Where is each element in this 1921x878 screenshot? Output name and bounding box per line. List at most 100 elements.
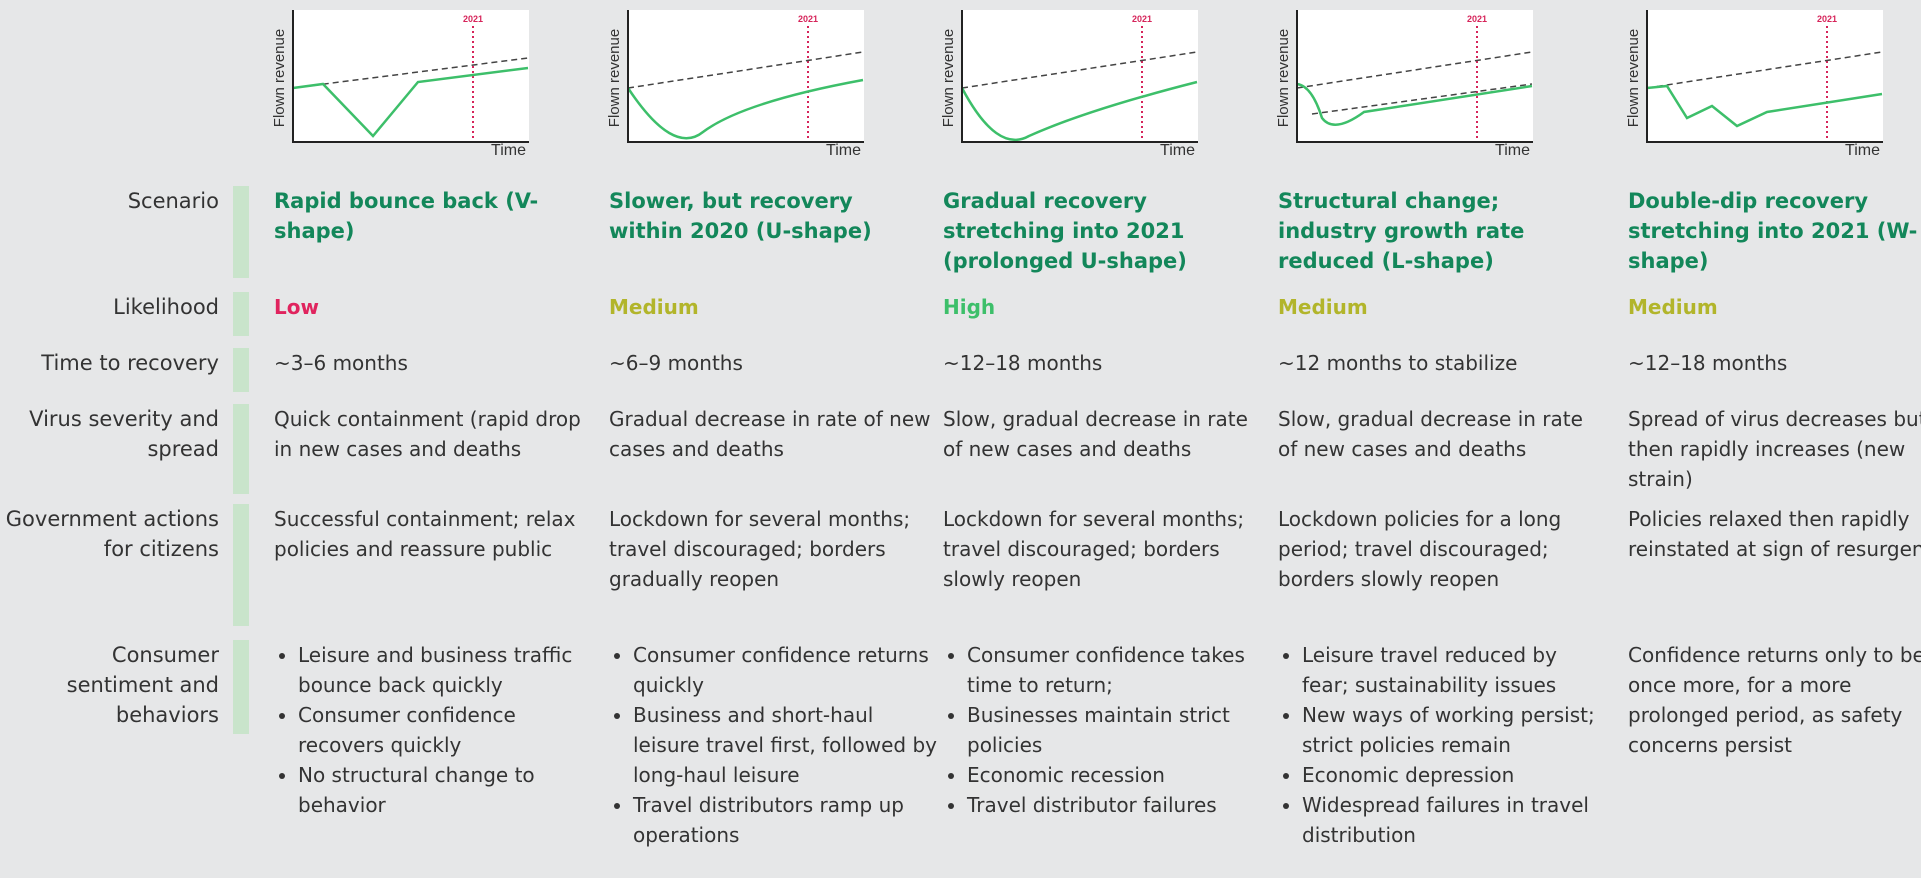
bullet: Consumer confidence takes time to return… xyxy=(967,640,1273,700)
marker-label: 2021 xyxy=(1132,14,1152,24)
table-row: Government actions for citizens Successfu… xyxy=(0,504,1921,632)
marker-label: 2021 xyxy=(1467,14,1487,24)
bullet: Businesses maintain strict policies xyxy=(967,700,1273,760)
cell: Leisure travel reduced by fear; sustaina… xyxy=(1278,640,1608,850)
cell: ~12–18 months xyxy=(1628,351,1788,375)
revenue-curve xyxy=(1646,84,1883,128)
mini-chart: 2021 Flown revenue Time xyxy=(940,10,1198,156)
cell: Policies relaxed then rapidly reinstated… xyxy=(1628,507,1921,561)
row-label: Scenario xyxy=(127,189,219,213)
table-row: Virus severity and spread Quick containme… xyxy=(0,404,1921,500)
bullet: Widespread failures in travel distributi… xyxy=(1302,790,1608,850)
cell: Spread of virus decreases but then rapid… xyxy=(1628,407,1921,491)
row-label: Government actions for citizens xyxy=(5,507,219,561)
plot-bg xyxy=(1647,10,1883,142)
y-axis-label: Flown revenue xyxy=(1275,29,1292,127)
row-marker xyxy=(233,292,249,336)
cell: Consumer confidence returns quicklyBusin… xyxy=(609,640,939,850)
cell: Medium xyxy=(1278,295,1368,319)
x-axis-label: Time xyxy=(1845,142,1880,156)
table-row: Time to recovery ~3–6 months ~6–9 months ~1… xyxy=(0,348,1921,398)
cell: Slow, gradual decrease in rate of new ca… xyxy=(1278,407,1583,461)
y-axis-label: Flown revenue xyxy=(606,29,623,127)
bullet: No structural change to behavior xyxy=(298,760,604,820)
cell: ~6–9 months xyxy=(609,351,743,375)
bullet: Travel distributor failures xyxy=(967,790,1273,820)
bullet: Economic recession xyxy=(967,760,1273,790)
cell: Double-dip recovery stretching into 2021… xyxy=(1628,189,1918,273)
marker-label: 2021 xyxy=(463,14,483,24)
bullet-list: Leisure and business traffic bounce back… xyxy=(274,640,604,820)
table-row: Consumer sentiment and behaviors Leisure … xyxy=(0,640,1921,847)
x-axis-label: Time xyxy=(1160,142,1195,156)
cell: Leisure and business traffic bounce back… xyxy=(274,640,604,820)
row-marker xyxy=(233,186,249,278)
cell: Slower, but recovery within 2020 (U-shap… xyxy=(609,189,872,243)
row-label: Time to recovery xyxy=(41,351,219,375)
trend-line xyxy=(1311,83,1533,115)
cell: ~3–6 months xyxy=(274,351,408,375)
axes xyxy=(1646,10,1883,143)
cell: Gradual recovery stretching into 2021 (p… xyxy=(943,189,1187,273)
cell: Lockdown policies for a long period; tra… xyxy=(1278,507,1562,591)
plot-bg xyxy=(962,10,1198,142)
row-marker xyxy=(233,348,249,392)
x-axis-label: Time xyxy=(491,142,526,156)
cell: ~12–18 months xyxy=(943,351,1103,375)
cell: High xyxy=(943,295,996,319)
row-marker xyxy=(233,504,249,626)
mini-chart: 2021 Flown revenue Time xyxy=(606,10,864,156)
bullet: Consumer confidence returns quickly xyxy=(633,640,939,700)
bullet: Leisure and business traffic bounce back… xyxy=(298,640,604,700)
bullet-list: Consumer confidence takes time to return… xyxy=(943,640,1273,820)
revenue-curve xyxy=(292,66,529,138)
mini-chart: 2021 Flown revenue Time xyxy=(271,10,529,156)
row-marker xyxy=(233,404,249,494)
axes xyxy=(292,10,529,143)
revenue-curve xyxy=(1296,82,1533,126)
plot-bg xyxy=(1297,10,1533,142)
row-label: Consumer sentiment and behaviors xyxy=(66,643,219,727)
cell: ~12 months to stabilize xyxy=(1278,351,1518,375)
cell: Successful containment; relax policies a… xyxy=(274,507,576,561)
bullet-list: Leisure travel reduced by fear; sustaina… xyxy=(1278,640,1608,850)
cell: Medium xyxy=(609,295,699,319)
cell: Structural change; industry growth rate … xyxy=(1278,189,1525,273)
y-axis-label: Flown revenue xyxy=(271,29,288,127)
y-axis-label: Flown revenue xyxy=(1625,29,1642,127)
cell: Lockdown for several months; travel disc… xyxy=(943,507,1245,591)
axes xyxy=(627,10,864,143)
bullet-list: Consumer confidence returns quicklyBusin… xyxy=(609,640,939,850)
mini-chart: 2021 Flown revenue Time xyxy=(1275,10,1533,156)
cell: Slow, gradual decrease in rate of new ca… xyxy=(943,407,1248,461)
cell: Rapid bounce back (V-shape) xyxy=(274,189,539,243)
cell: Confidence returns only to be hit once m… xyxy=(1628,643,1921,757)
row-marker xyxy=(233,640,249,734)
plot-bg xyxy=(293,10,529,142)
x-axis-label: Time xyxy=(826,142,861,156)
cell: Lockdown for several months; travel disc… xyxy=(609,507,911,591)
cell: Consumer confidence takes time to return… xyxy=(943,640,1273,820)
bullet: Travel distributors ramp up operations xyxy=(633,790,939,850)
bullet: Business and short-haul leisure travel f… xyxy=(633,700,939,790)
plot-bg xyxy=(628,10,864,142)
bullet: Economic depression xyxy=(1302,760,1608,790)
y-axis-label: Flown revenue xyxy=(940,29,957,127)
x-axis-label: Time xyxy=(1495,142,1530,156)
mini-chart: 2021 Flown revenue Time xyxy=(1625,10,1883,156)
table-row: Likelihood Low Medium High Medium Medium xyxy=(0,292,1921,342)
bullet: Leisure travel reduced by fear; sustaina… xyxy=(1302,640,1608,700)
row-label: Virus severity and spread xyxy=(29,407,219,461)
axes xyxy=(1296,10,1533,143)
revenue-curve xyxy=(626,78,864,140)
cell: Gradual decrease in rate of new cases an… xyxy=(609,407,931,461)
revenue-curve xyxy=(960,80,1198,142)
row-label: Likelihood xyxy=(113,295,219,319)
marker-label: 2021 xyxy=(1817,14,1837,24)
bullet: Consumer confidence recovers quickly xyxy=(298,700,604,760)
cell: Quick containment (rapid drop in new cas… xyxy=(274,407,581,461)
cell: Low xyxy=(274,295,319,319)
marker-label: 2021 xyxy=(798,14,818,24)
cell: Medium xyxy=(1628,295,1718,319)
